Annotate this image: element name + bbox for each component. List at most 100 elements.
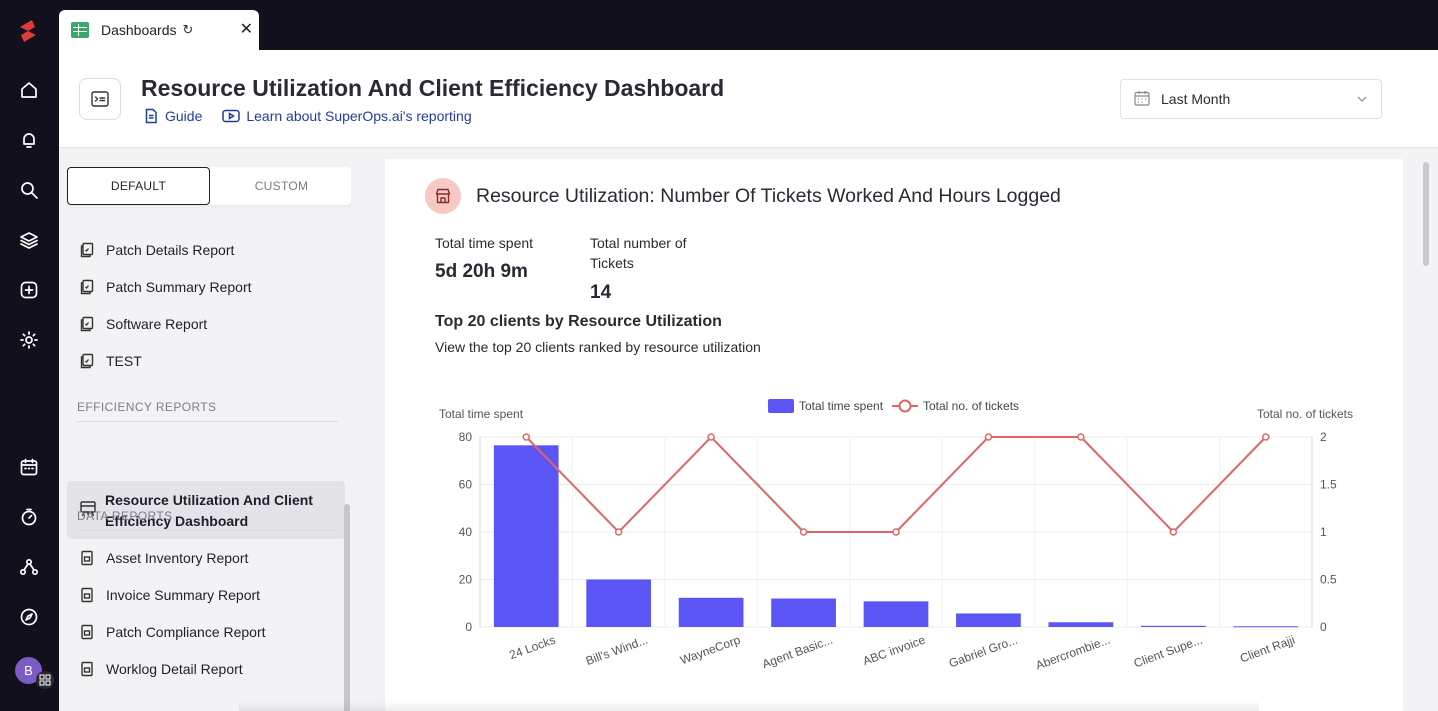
tab-default[interactable]: DEFAULT <box>67 167 210 205</box>
y-axis-title-right: Total no. of tickets <box>1257 407 1353 421</box>
tab-dashboards[interactable]: Dashboards ↻ ✕ <box>59 10 259 50</box>
report-item[interactable]: TEST <box>79 351 142 371</box>
bar <box>863 601 929 627</box>
date-range-select[interactable]: Last Month <box>1120 79 1382 119</box>
report-item[interactable]: Patch Details Report <box>79 240 234 260</box>
bar <box>493 445 559 627</box>
y-axis-title-left: Total time spent <box>439 407 524 421</box>
x-tick-label: Client Supe... <box>1132 633 1204 671</box>
network-icon[interactable] <box>18 556 40 578</box>
y-tick-right: 1 <box>1320 525 1327 539</box>
active-report-label: Resource Utilization And Client Efficien… <box>105 492 313 529</box>
bottom-shadow <box>239 700 1259 711</box>
tickets-point <box>614 528 623 536</box>
chart-heading: Top 20 clients by Resource Utilization <box>435 313 722 330</box>
tickets-point <box>1169 528 1178 536</box>
section-divider <box>77 421 338 422</box>
settings-icon[interactable] <box>18 329 40 351</box>
legend-swatch-tickets-dot <box>898 399 912 413</box>
legend-label-tickets: Total no. of tickets <box>923 399 1019 413</box>
data-report-icon <box>81 624 93 640</box>
report-label: Patch Details Report <box>106 242 235 258</box>
report-item[interactable]: Patch Compliance Report <box>79 622 266 642</box>
y-tick-left: 0 <box>465 620 472 634</box>
utilization-chart: 0 20 40 60 80 0 0.5 1 1.5 2 Total time spent Total … <box>439 399 1353 673</box>
main-area: Resource Utilization And Client Efficien… <box>59 50 1438 711</box>
y-tick-right: 2 <box>1320 430 1327 444</box>
report-item[interactable]: Software Report <box>79 314 207 334</box>
bar <box>1048 622 1114 627</box>
report-label: Software Report <box>106 316 208 332</box>
efficiency-reports-heading: EFFICIENCY REPORTS <box>77 400 217 414</box>
add-icon[interactable] <box>18 279 40 301</box>
home-icon[interactable] <box>18 79 40 101</box>
report-label: Patch Summary Report <box>106 279 252 295</box>
layers-icon[interactable] <box>18 229 40 251</box>
bell-icon[interactable] <box>18 129 40 151</box>
timer-icon[interactable] <box>18 506 40 528</box>
x-tick-label: Client Rajji <box>1238 633 1297 666</box>
tickets-point <box>1262 433 1270 441</box>
y-tick-left: 40 <box>459 525 473 539</box>
dashboard-board-icon <box>80 501 96 517</box>
x-tick-label: Bill's Wind... <box>584 633 650 668</box>
search-icon[interactable] <box>18 179 40 201</box>
total-tickets-label: Total number of Tickets <box>590 233 687 273</box>
apps-grid-icon[interactable] <box>36 671 54 689</box>
refresh-icon[interactable]: ↻ <box>182 22 194 37</box>
date-range-value: Last Month <box>1161 91 1231 107</box>
document-icon <box>145 108 157 124</box>
bar <box>678 597 744 627</box>
store-icon <box>425 178 461 214</box>
x-tick-label: Agent Basic... <box>760 633 834 671</box>
data-reports-heading: DATA REPORTS <box>77 509 173 523</box>
tickets-point <box>707 433 715 441</box>
left-nav-rail: B <box>0 0 59 711</box>
bar <box>956 613 1021 627</box>
data-report-icon <box>81 550 93 566</box>
compass-icon[interactable] <box>18 606 40 628</box>
total-tickets-value: 14 <box>590 282 612 303</box>
x-tick-label: Abercrombie... <box>1034 633 1112 673</box>
report-item-active[interactable]: Resource Utilization And Client Efficien… <box>67 481 345 539</box>
y-tick-left: 20 <box>459 573 473 587</box>
calendar-icon[interactable] <box>18 456 40 478</box>
y-tick-right: 0 <box>1320 620 1327 634</box>
tab-label: Dashboards <box>101 22 177 38</box>
y-tick-left: 80 <box>459 430 473 444</box>
legend-swatch-time <box>768 399 794 413</box>
tab-custom[interactable]: CUSTOM <box>254 179 309 193</box>
page-header: Resource Utilization And Client Efficien… <box>59 50 1438 148</box>
superops-logo[interactable] <box>16 18 40 49</box>
panel-title: Resource Utilization: Number Of Tickets … <box>476 185 1061 207</box>
report-icon <box>80 279 94 295</box>
report-item[interactable]: Asset Inventory Report <box>79 548 248 568</box>
page-title: Resource Utilization And Client Efficien… <box>141 75 725 101</box>
bar <box>771 598 836 627</box>
data-report-icon <box>81 587 93 603</box>
close-tab-icon[interactable]: ✕ <box>239 21 253 38</box>
header-links: Guide Learn about SuperOps.ai's reportin… <box>143 108 472 124</box>
guide-link[interactable]: Guide <box>143 108 202 124</box>
tickets-point <box>984 433 993 441</box>
bar <box>1140 625 1206 627</box>
learn-link[interactable]: Learn about SuperOps.ai's reporting <box>222 108 472 124</box>
total-time-value: 5d 20h 9m <box>435 261 528 282</box>
spreadsheet-icon <box>71 22 89 38</box>
learn-link-label: Learn about SuperOps.ai's reporting <box>246 108 472 124</box>
sidebar-scrollbar[interactable] <box>344 504 350 711</box>
report-label: Patch Compliance Report <box>106 624 266 640</box>
guide-link-label: Guide <box>165 108 203 124</box>
report-icon <box>80 242 94 258</box>
total-time-label: Total time spent <box>435 235 534 251</box>
report-label: Asset Inventory Report <box>106 550 249 566</box>
tab-bar: Dashboards ↻ ✕ <box>59 0 1438 50</box>
report-item[interactable]: Invoice Summary Report <box>79 585 260 605</box>
tickets-point <box>522 433 530 441</box>
report-icon <box>80 316 94 332</box>
tickets-point <box>892 528 900 536</box>
page-scrollbar[interactable] <box>1423 162 1429 266</box>
bar <box>586 579 652 627</box>
report-item[interactable]: Worklog Detail Report <box>79 659 243 679</box>
report-item[interactable]: Patch Summary Report <box>79 277 252 297</box>
